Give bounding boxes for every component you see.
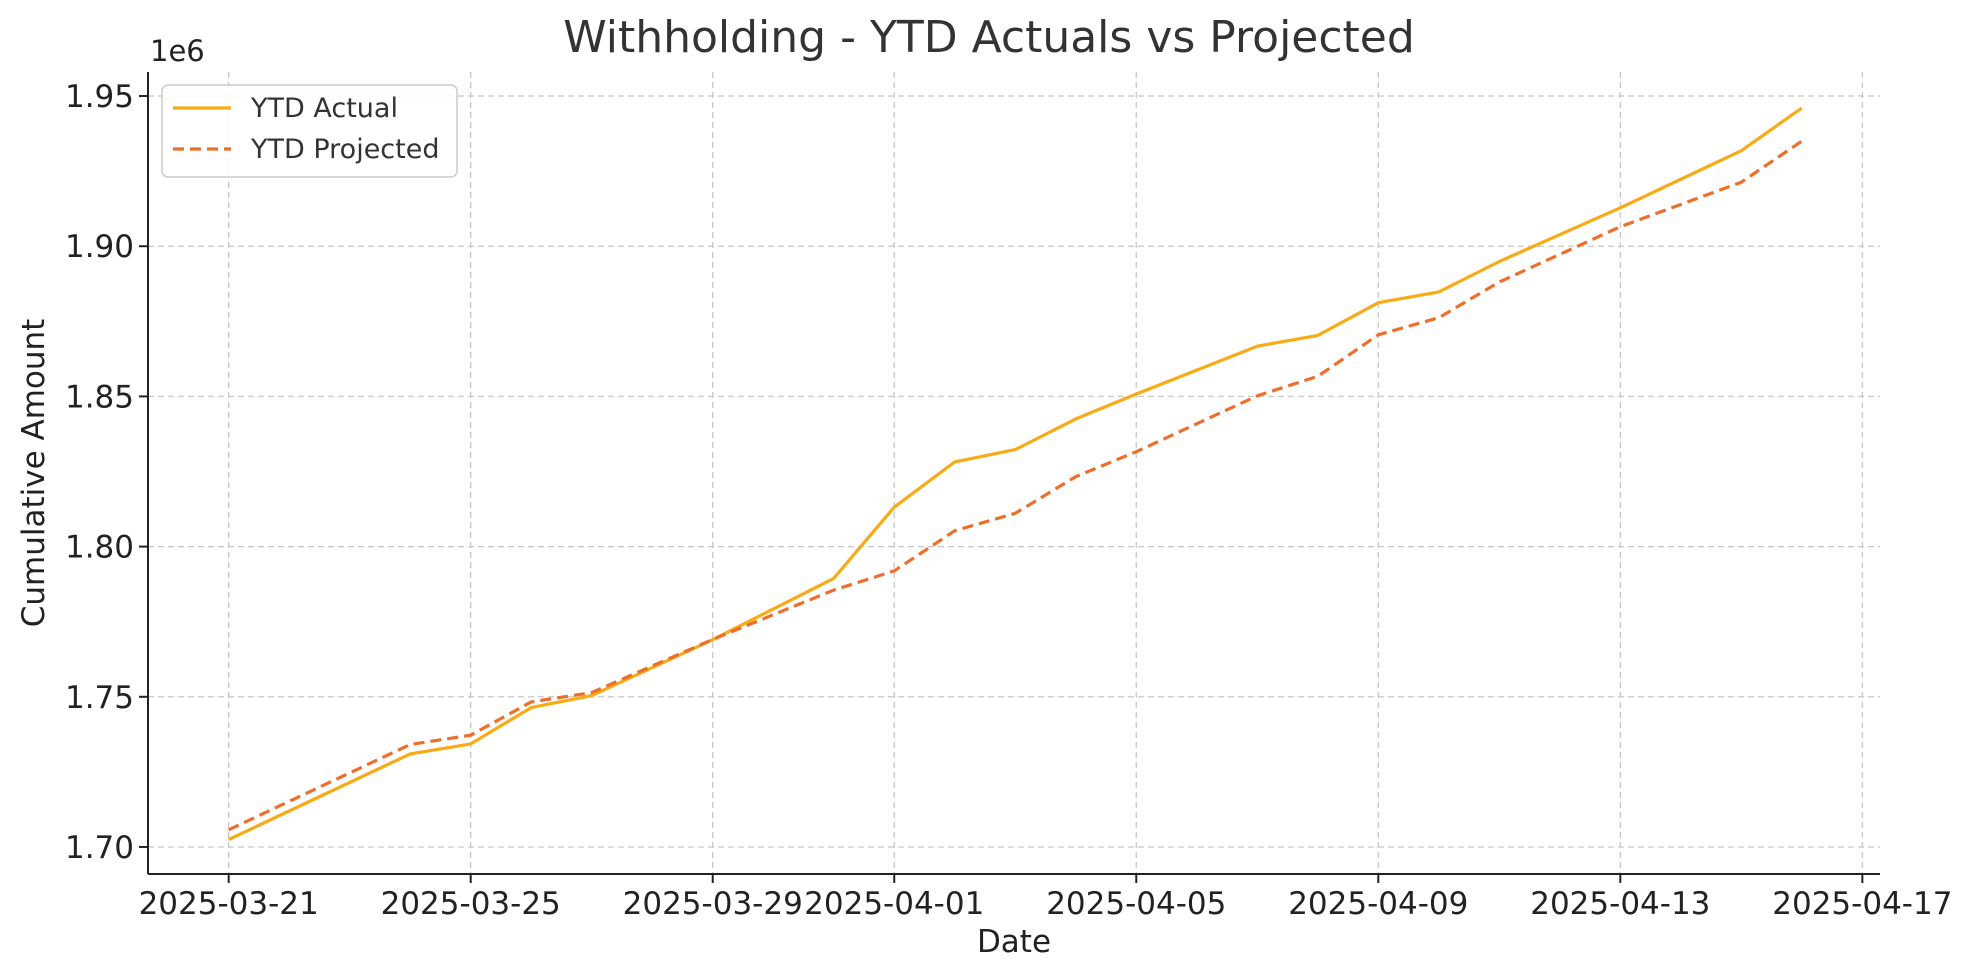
y-gridlines [148,95,1880,848]
x-axis-ticks: 2025-03-21 2025-03-25 2025-03-29 2025-04-01… [139,874,1952,922]
y-tick-label: 1.70 [65,830,134,866]
x-tick-label: 2025-03-21 [139,886,319,922]
x-tick-label: 2025-04-01 [804,886,984,922]
legend-frame [161,84,458,178]
y-axis-label: Cumulative Amount [16,319,52,628]
legend: YTD Actual YTD Projected [161,84,458,178]
x-gridlines [228,72,1864,874]
series-line-ytd-projected [228,139,1803,832]
series-line-ytd-actual [228,106,1803,841]
x-tick-label: 2025-04-09 [1288,886,1468,922]
x-axis-label: Date [977,924,1051,960]
y-axis-ticks: 1.70 1.75 1.80 1.85 1.90 1.95 [65,79,148,866]
y-tick-label: 1.80 [65,530,134,566]
x-tick-label: 2025-04-05 [1046,886,1226,922]
legend-label-ytd-actual: YTD Actual [250,93,398,124]
x-tick-label: 2025-04-17 [1772,886,1952,922]
y-tick-label: 1.95 [65,79,134,115]
y-tick-label: 1.90 [65,229,134,265]
y-tick-label: 1.75 [65,680,134,716]
y-tick-label: 1.85 [65,379,134,415]
x-tick-label: 2025-04-13 [1530,886,1710,922]
chart-title: Withholding - YTD Actuals vs Projected [563,12,1415,63]
legend-label-ytd-projected: YTD Projected [250,134,440,165]
series-layer [228,106,1803,841]
x-tick-label: 2025-03-25 [381,886,561,922]
y-axis-offset-label: 1e6 [150,34,205,68]
x-tick-label: 2025-03-29 [623,886,803,922]
